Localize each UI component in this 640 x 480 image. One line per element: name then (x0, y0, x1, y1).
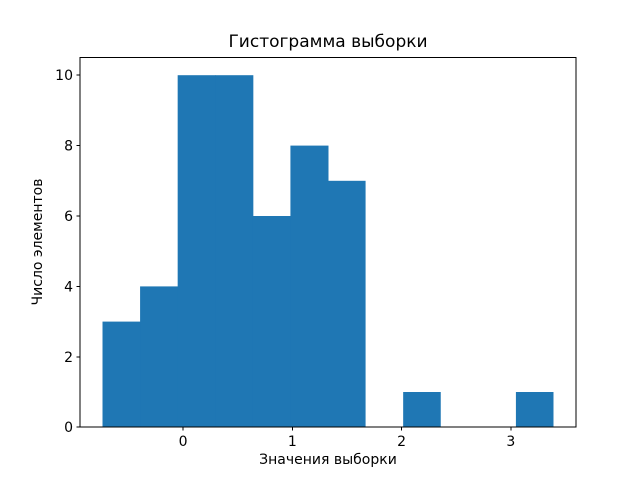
histogram-bar (403, 392, 441, 428)
chart-title: Гистограмма выборки (228, 32, 428, 52)
y-tick-label: 2 (64, 350, 73, 366)
histogram-bar (102, 321, 141, 428)
x-tick-label: 1 (288, 434, 297, 450)
y-tick-label: 4 (64, 279, 73, 295)
y-tick-label: 10 (55, 68, 73, 84)
x-tick-label: 2 (397, 434, 406, 450)
histogram-bar (328, 180, 366, 428)
x-tick-label: 3 (506, 434, 515, 450)
y-tick-label: 8 (64, 139, 73, 155)
histogram-bar (140, 286, 179, 428)
axes-spines (79, 57, 577, 428)
x-axis-label: Значения выборки (259, 452, 397, 468)
histogram-bar (177, 75, 216, 428)
histogram-bar (215, 75, 254, 428)
histogram-bar (252, 216, 291, 428)
histogram-bar (515, 392, 554, 428)
y-tick-label: 6 (64, 209, 73, 225)
x-tick-label: 0 (179, 434, 188, 450)
histogram-bar (290, 145, 329, 428)
y-tick-label: 0 (64, 420, 73, 436)
y-axis-label: Число элементов (30, 178, 46, 306)
